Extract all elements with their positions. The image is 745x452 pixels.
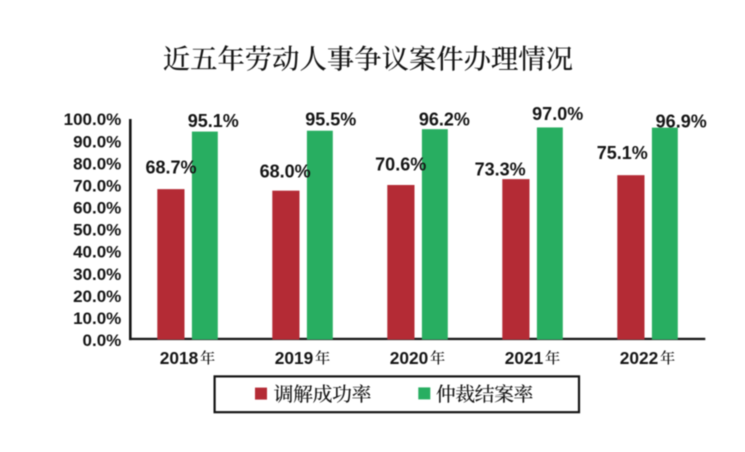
svg-text:70.6%: 70.6% [375,154,426,174]
svg-text:30.0%: 30.0% [73,265,121,284]
svg-text:2020: 2020 [390,348,428,368]
svg-text:68.7%: 68.7% [145,158,196,178]
svg-text:73.3%: 73.3% [475,159,526,179]
svg-text:2018: 2018 [160,348,199,368]
svg-text:50.0%: 50.0% [73,221,121,240]
svg-text:100.0%: 100.0% [64,110,122,129]
svg-text:68.0%: 68.0% [260,161,311,181]
svg-text:90.0%: 90.0% [73,132,121,151]
svg-text:70.0%: 70.0% [73,176,121,195]
svg-text:80.0%: 80.0% [73,154,121,173]
svg-text:96.2%: 96.2% [419,109,470,129]
svg-text:2019: 2019 [275,348,313,368]
svg-text:95.5%: 95.5% [305,109,356,129]
svg-text:20.0%: 20.0% [73,287,121,306]
svg-text:40.0%: 40.0% [73,243,121,262]
svg-text:2021: 2021 [505,348,544,368]
svg-text:60.0%: 60.0% [73,199,121,218]
svg-text:95.1%: 95.1% [188,111,239,131]
svg-text:75.1%: 75.1% [597,143,648,163]
svg-text:0.0%: 0.0% [83,331,122,350]
svg-text:10.0%: 10.0% [73,309,121,328]
svg-text:2022: 2022 [620,348,658,368]
svg-text:96.9%: 96.9% [656,111,707,131]
svg-text:97.0%: 97.0% [532,104,583,124]
